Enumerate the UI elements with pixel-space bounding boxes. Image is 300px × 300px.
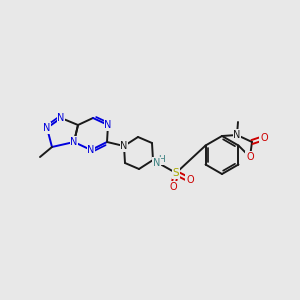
Text: N: N [43, 123, 51, 133]
Text: N: N [153, 158, 160, 167]
Text: N: N [87, 145, 95, 155]
Text: N: N [57, 113, 65, 123]
Text: O: O [186, 175, 194, 185]
Text: O: O [260, 133, 268, 143]
Text: S: S [173, 168, 179, 178]
Text: N: N [104, 120, 112, 130]
Text: N: N [120, 141, 128, 151]
Text: H: H [158, 155, 165, 164]
Text: O: O [169, 182, 177, 192]
Text: O: O [246, 152, 254, 162]
Text: N: N [233, 130, 241, 140]
Text: N: N [70, 137, 78, 147]
